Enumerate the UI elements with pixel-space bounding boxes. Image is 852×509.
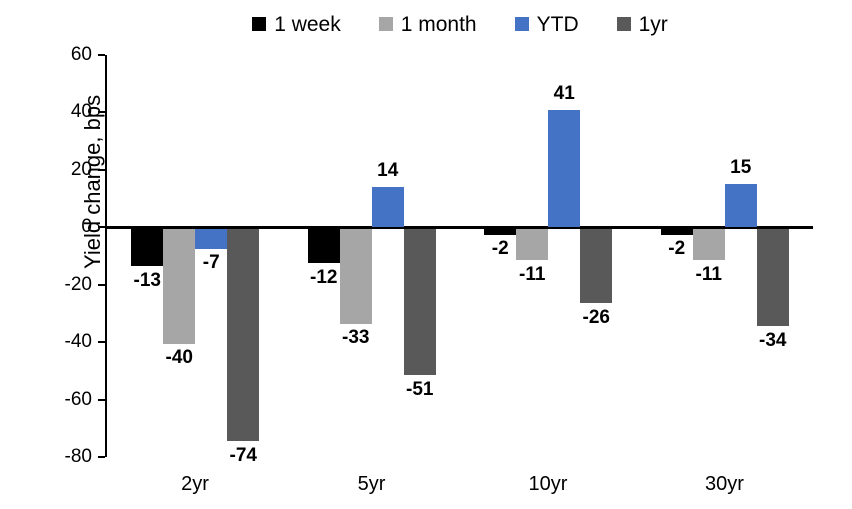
legend-swatch-icon	[514, 17, 529, 31]
bar-1yr-30yr	[756, 228, 789, 327]
bar-ytd-2yr	[195, 228, 228, 249]
y-axis-tick	[98, 54, 105, 56]
legend-swatch-icon	[616, 17, 631, 31]
y-axis-tick	[98, 226, 105, 229]
bar-value-label: -51	[406, 378, 434, 400]
bar-value-label: 41	[553, 82, 575, 104]
bar-value-label: -12	[310, 266, 338, 288]
y-axis-tick-label: 20	[70, 158, 92, 180]
bar-value-label: 14	[377, 160, 399, 182]
y-axis-tick-label: 60	[70, 44, 92, 65]
bar-1-month-10yr	[516, 228, 549, 261]
bar-ytd-10yr	[548, 109, 581, 228]
bar-value-label: 15	[730, 157, 752, 179]
x-axis-category-label: 30yr	[705, 473, 744, 495]
y-axis-tick	[98, 283, 105, 286]
bar-value-label: -11	[695, 263, 722, 285]
x-axis-category-label: 2yr	[181, 473, 209, 495]
bar-1yr-2yr	[227, 228, 260, 442]
bar-1-week-5yr	[307, 228, 340, 264]
y-axis-tick-label: -80	[64, 446, 92, 467]
legend-label: 1 month	[400, 12, 477, 36]
y-axis-tick-label: 40	[70, 101, 92, 123]
y-axis-tick-label: 0	[81, 216, 92, 238]
bar-1-week-30yr	[660, 228, 693, 235]
y-axis-tick	[98, 341, 105, 344]
bar-value-label: -33	[342, 327, 370, 349]
x-axis-category-label: 10yr	[528, 473, 568, 495]
bar-value-label: -11	[519, 263, 546, 285]
bar-value-label: -7	[202, 252, 220, 274]
bar-1-month-5yr	[339, 228, 372, 324]
bar-value-label: -26	[582, 306, 610, 328]
legend-label: 1 week	[274, 12, 341, 36]
bar-1yr-5yr	[403, 228, 436, 376]
bar-value-label: -2	[668, 238, 686, 260]
bar-1-month-2yr	[163, 228, 196, 344]
legend-label: 1yr	[638, 12, 668, 36]
y-axis-tick-label: -40	[64, 331, 92, 353]
y-axis-tick	[98, 398, 105, 401]
y-axis-line	[105, 55, 107, 457]
legend-item-ytd: YTD	[514, 12, 579, 36]
bar-value-label: -40	[165, 347, 193, 369]
legend-item-1-week: 1 week	[252, 14, 341, 35]
bar-value-label: -13	[133, 269, 161, 291]
bar-value-label: -34	[759, 329, 787, 351]
bar-1-week-10yr	[484, 228, 517, 235]
bar-ytd-5yr	[371, 187, 404, 228]
legend-item-1-month: 1 month	[378, 12, 477, 36]
y-axis-tick-label: -20	[64, 273, 92, 295]
bar-1-month-30yr	[692, 228, 725, 261]
legend-swatch-icon	[378, 17, 393, 31]
legend-item-1yr: 1yr	[616, 12, 668, 36]
bar-value-label: -2	[491, 238, 509, 260]
chart-legend: 1 week 1 month YTD 1yr	[107, 8, 813, 40]
zero-baseline	[107, 225, 813, 229]
y-axis-tick	[98, 456, 105, 458]
legend-label: YTD	[536, 12, 579, 36]
legend-swatch-icon	[252, 17, 267, 31]
bar-ytd-30yr	[724, 184, 757, 228]
y-axis-tick-label: -60	[64, 388, 92, 410]
bar-value-label: -74	[229, 444, 257, 466]
y-axis-tick	[98, 168, 105, 171]
y-axis-tick	[98, 111, 105, 114]
x-axis-category-label: 5yr	[357, 473, 386, 495]
bar-1-week-2yr	[131, 228, 164, 267]
bar-1yr-10yr	[580, 228, 613, 304]
